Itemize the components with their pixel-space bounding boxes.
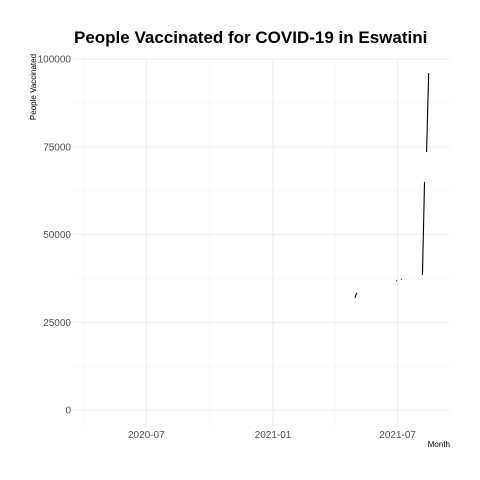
- x-axis-title: Month: [428, 440, 450, 449]
- series-line-segment: [426, 73, 430, 153]
- x-tick-label: 2020-07: [128, 430, 165, 441]
- grid: [74, 58, 450, 426]
- x-tick-label: 2021-01: [255, 430, 292, 441]
- y-axis-title: People Vaccinated: [29, 54, 38, 120]
- y-tick-label: 75000: [43, 142, 71, 153]
- y-tick-label: 100000: [38, 55, 72, 66]
- y-axis-ticks: 0 25000 50000 75000 100000: [38, 55, 72, 417]
- series-line-segment: [354, 292, 358, 298]
- y-tick-label: 50000: [43, 230, 71, 241]
- series-line-segment: [421, 181, 426, 276]
- chart-title: People Vaccinated for COVID-19 in Eswati…: [74, 28, 427, 47]
- y-tick-label: 25000: [43, 318, 71, 329]
- y-tick-label: 0: [65, 406, 71, 417]
- x-tick-label: 2021-07: [379, 430, 416, 441]
- x-axis-ticks: 2020-07 2021-01 2021-07: [128, 430, 416, 441]
- series: [354, 73, 430, 298]
